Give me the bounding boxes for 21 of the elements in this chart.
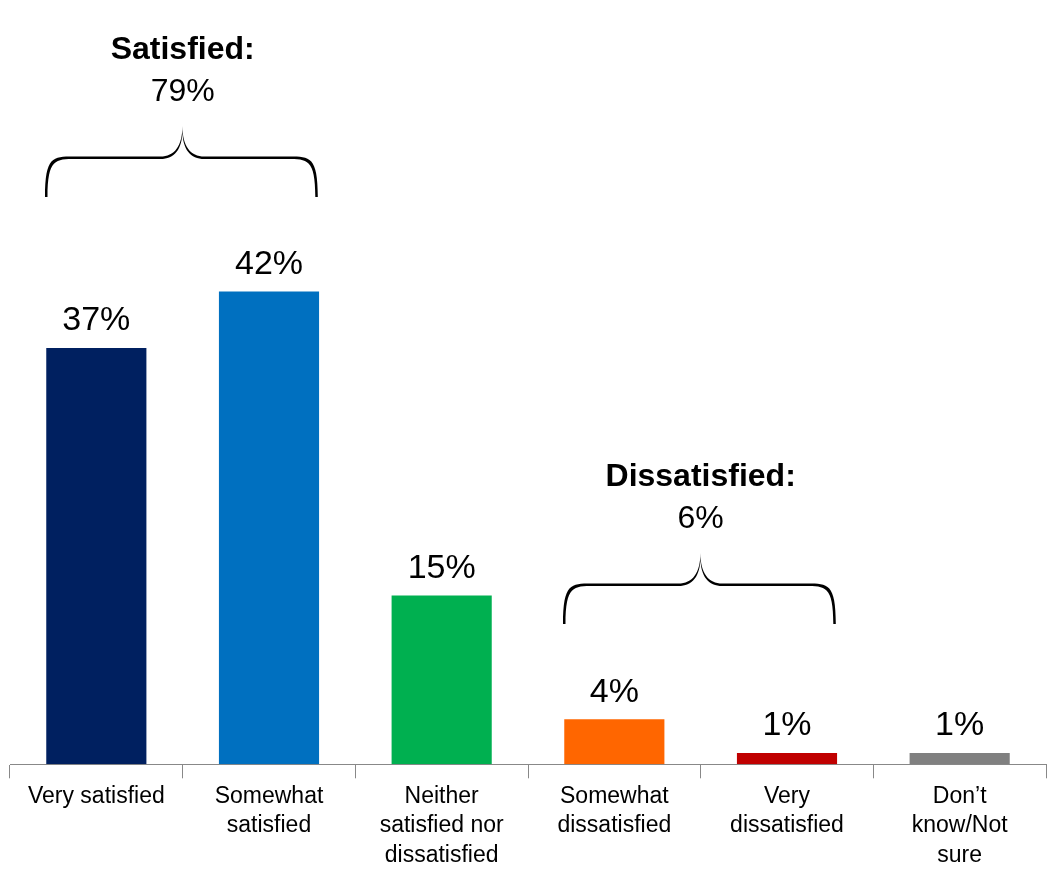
- data-label: 42%: [234, 242, 304, 281]
- data-label: 37%: [62, 299, 131, 338]
- data-label: 1%: [935, 704, 985, 743]
- data-label: 1%: [762, 704, 812, 743]
- x-tick-label: Don’t know/Not sure: [911, 781, 1009, 868]
- data-label: 15%: [407, 546, 476, 585]
- x-tick-label: Very dissatisfied: [730, 781, 844, 838]
- bar: [564, 719, 665, 765]
- x-tick-label: Somewhat satisfied: [214, 781, 324, 838]
- x-tick-label: Somewhat dissatisfied: [557, 781, 672, 838]
- annotation: Dissatisfied:: [604, 456, 797, 495]
- bar: [391, 595, 492, 765]
- bar: [736, 753, 838, 765]
- x-tick-label: Neither satisfied nor dissatisfied: [379, 781, 505, 868]
- data-label: 4%: [589, 670, 639, 709]
- text: 79%: [149, 70, 216, 109]
- bar: [218, 291, 320, 765]
- annotation: 6%: [676, 498, 725, 537]
- bar: [46, 347, 147, 765]
- text: Satisfied:: [109, 28, 256, 67]
- x-tick-label: Very satisfied: [27, 781, 165, 808]
